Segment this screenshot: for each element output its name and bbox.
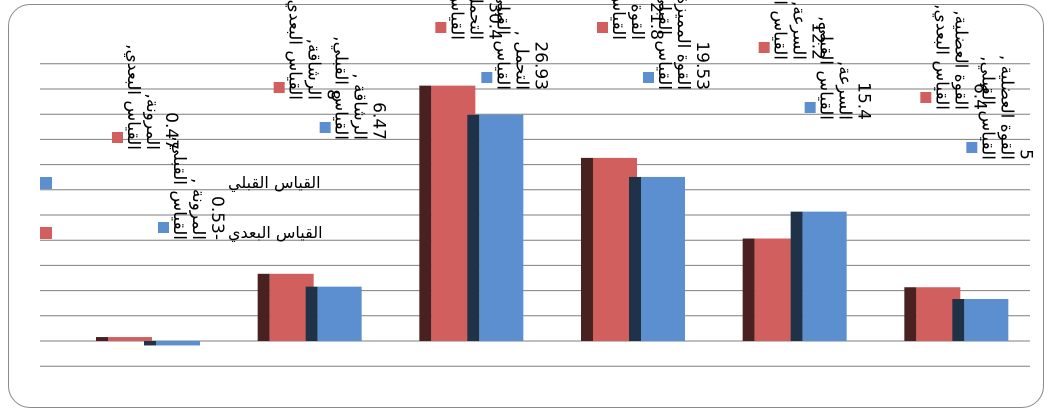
data-label-line: القياس القبلي, [169, 136, 189, 240]
data-label-line: القوة المميزة بالسرعة , [673, 0, 693, 90]
data-label-line: القياس البعدي, [770, 0, 790, 60]
data-label-line: القياس القبلي, [977, 56, 997, 160]
data-label-line: القوة المميزة بالسرعة , [627, 0, 647, 40]
data-label-line: الرشاقة , [350, 73, 370, 140]
label-marker-3 [319, 122, 331, 133]
label-marker-8 [758, 42, 770, 53]
bar-post-1-side [257, 273, 270, 341]
data-label-line: الرشاقة, [304, 39, 324, 100]
data-label-line: 6.4 [969, 83, 989, 110]
data-label-line: القياس القبلي, [654, 0, 674, 90]
bar-pre-4 [802, 211, 847, 341]
data-label-line: 5 [1015, 149, 1035, 160]
bar-pre-5 [964, 299, 1009, 341]
bar-pre-2-side [467, 114, 480, 342]
bar-pre-1-side [305, 286, 318, 341]
data-label-line: 8 [323, 89, 343, 100]
data-label-line: 12.2 [808, 22, 828, 60]
bar-pre-3 [641, 176, 685, 341]
label-marker-2 [273, 82, 285, 93]
data-label-line: القياس البعدي, [608, 0, 628, 40]
label-marker-0 [112, 132, 123, 143]
label-marker-5 [481, 72, 493, 83]
bar-pre-5-side [952, 299, 965, 341]
data-label-line: القياس القبلي, [331, 36, 351, 140]
label-marker-1 [158, 222, 169, 233]
data-label-line: المرونة , [188, 178, 208, 240]
bar-pre-0 [156, 341, 200, 346]
data-label-line: القياس البعدي, [446, 0, 466, 40]
data-label-line: التحمل , [465, 0, 485, 40]
label-marker-7 [643, 72, 654, 83]
label-marker-11 [966, 142, 978, 153]
bar-pre-4-side [790, 211, 803, 341]
label-marker-9 [804, 102, 816, 113]
data-label-line: 6.47 [369, 102, 389, 140]
data-label-line: 15.4 [854, 82, 874, 120]
data-label-line: المرونة, [142, 93, 162, 150]
bar-post-5-side [904, 287, 917, 341]
legend-marker-0 [40, 177, 52, 189]
bar-pre-3-side [629, 176, 641, 341]
data-label-line: السرعة, [835, 61, 855, 120]
bar-pre-1 [317, 286, 362, 341]
bar-post-0 [108, 337, 152, 341]
bar-post-0-side [96, 337, 108, 341]
data-label-line: 21.8 [646, 2, 666, 40]
data-label-line: 30.4 [484, 2, 504, 40]
bar-post-4-side [742, 238, 755, 341]
data-label-line: القياس البعدي, [931, 4, 951, 110]
legend-label: القياس القبلي [228, 173, 321, 193]
data-label-line: التحمل , [511, 30, 531, 90]
data-label-line: 19.53 [692, 41, 712, 90]
legend-label: القياس البعدي [228, 223, 323, 243]
data-label-line: القياس القبلي, [816, 16, 836, 120]
label-marker-6 [597, 22, 608, 33]
legend-marker-1 [40, 227, 52, 239]
data-label-line: 26.93 [530, 41, 550, 90]
bar-post-2-side [419, 85, 432, 341]
bar-post-3-side [581, 157, 593, 341]
data-label-line: السرعة, [789, 1, 809, 60]
data-label-line: القياس القبلي, [492, 0, 512, 90]
label-marker-4 [435, 22, 447, 33]
bar-pre-0-side [144, 341, 156, 346]
data-label-line: -0.53 [207, 196, 227, 240]
data-label-line: القياس البعدي, [285, 0, 305, 100]
bar-pre-2 [479, 114, 524, 342]
data-label-line: 0.47 [161, 112, 181, 150]
data-label-line: القوة العضلية, [950, 10, 970, 110]
data-label-line: القوة العضلية , [996, 55, 1016, 160]
label-marker-10 [920, 92, 932, 103]
data-label-line: القياس البعدي, [123, 44, 143, 150]
